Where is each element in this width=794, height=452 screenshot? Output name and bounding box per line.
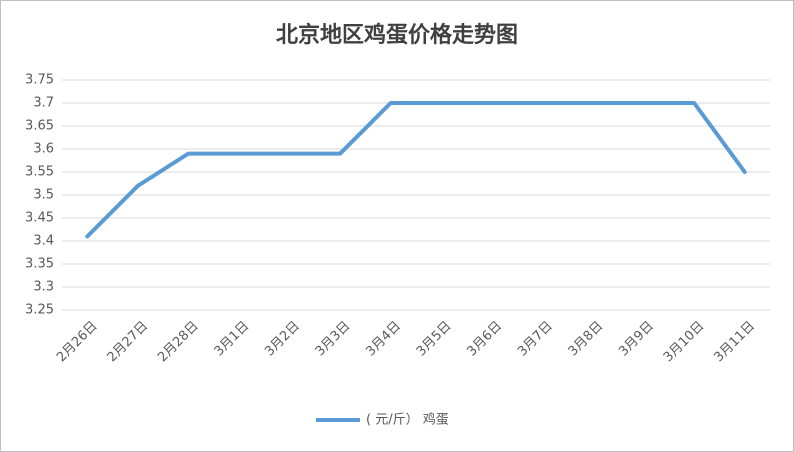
y-tick-label: 3.3 — [33, 280, 54, 295]
y-tick-label: 3.5 — [33, 188, 54, 203]
y-tick-label: 3.7 — [33, 96, 54, 111]
chart-title: 北京地区鸡蛋价格走势图 — [276, 22, 518, 48]
y-tick-label: 3.6 — [33, 142, 54, 157]
y-tick-label: 3.55 — [25, 165, 54, 180]
y-tick-label: 3.75 — [25, 73, 54, 88]
y-tick-label: 3.25 — [25, 303, 54, 318]
legend-label: ( 元/斤） 鸡蛋 — [366, 412, 449, 428]
y-tick-label: 3.45 — [25, 211, 54, 226]
y-tick-label: 3.4 — [33, 234, 54, 249]
y-tick-label: 3.35 — [25, 257, 54, 272]
line-series — [85, 101, 747, 239]
y-tick-label: 3.65 — [25, 119, 54, 134]
